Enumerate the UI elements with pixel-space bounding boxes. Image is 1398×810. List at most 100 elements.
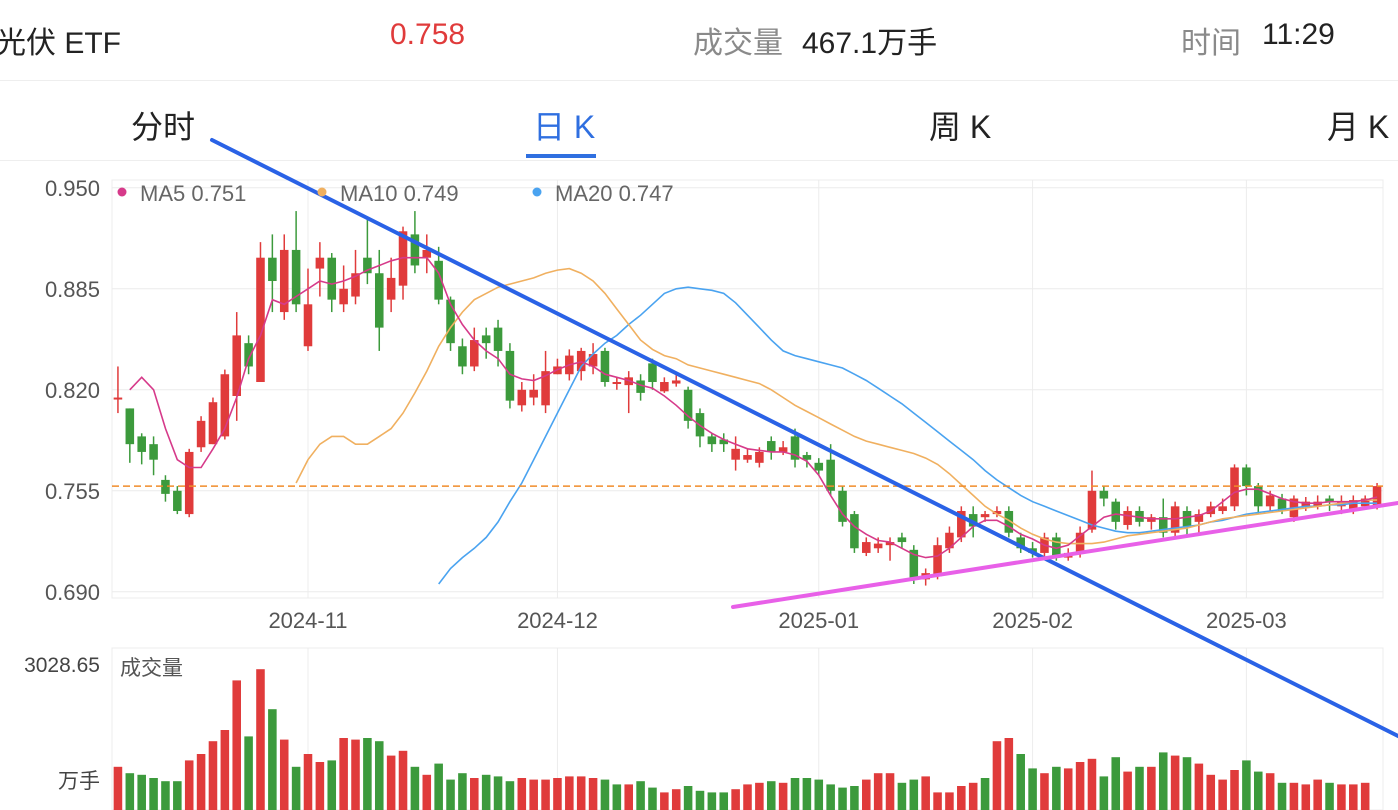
candle-body [648,363,657,383]
candle [161,475,170,502]
candle [196,416,206,452]
candle [529,374,538,406]
volume-bar [458,773,467,810]
candle [636,374,645,401]
volume-bar [291,766,301,810]
ma5-line [129,256,1378,559]
volume-bar [1301,784,1311,810]
candle-body [707,436,717,445]
candle [1004,506,1014,538]
volume-bar [1182,757,1192,810]
candle [125,408,135,463]
candle-body [113,397,123,400]
volume-bar [196,754,206,810]
candle [897,532,907,549]
volume-bar [707,792,717,810]
legend-marker-ma5 [117,187,127,197]
active-tab-indicator [526,154,596,158]
candle-body [327,257,337,300]
candle-body [885,542,895,546]
volume-bar [1289,782,1299,810]
volume-max-label: 3028.65 [24,654,100,677]
candle-body [1253,486,1263,507]
candle-body [1016,537,1025,549]
volume-bar [351,739,360,810]
candle-body [268,257,277,282]
candle-body [1099,490,1109,499]
candle-body [719,439,729,445]
volume-bar [232,680,242,810]
volume-bar [1063,768,1073,810]
volume-bar [1265,773,1275,810]
volume-bar [612,784,622,810]
candle [1099,486,1109,507]
volume-bar [695,790,705,810]
candle [850,510,859,553]
fund-name: 光伏 ETF [0,27,121,60]
candle-body [303,304,313,347]
ma10-line [295,267,1378,545]
candle [458,338,467,375]
volume-bar [529,779,538,810]
candle [743,448,752,463]
candle-body [422,249,432,258]
volume-bar [814,779,824,810]
candle [481,327,491,359]
volume-value: 467.1万手 [802,27,938,60]
candle [149,436,158,476]
tab-monthly-k[interactable]: 月 K [1327,109,1390,145]
legend-marker-ma20 [532,187,542,197]
volume-bar [1158,752,1168,810]
volume-bar [505,781,515,810]
volume-bar [1040,773,1049,810]
ma-legend: MA5 0.751 MA10 0.749 MA20 0.747 [117,181,674,206]
candle-body [184,451,194,515]
candle [933,537,942,580]
price-panel-frame [111,179,1384,599]
tab-weekly-k[interactable]: 周 K [929,109,992,145]
candle-body [945,532,954,549]
volume-bar [1194,763,1204,810]
candle-body [125,408,135,445]
candle-body [755,451,764,463]
candle-body [279,249,289,313]
candle [386,257,396,313]
candle [505,343,515,409]
legend-label-ma10: MA10 0.749 [340,181,459,206]
candle-body [1265,495,1275,507]
candle [671,374,681,387]
trendlines [210,138,1398,738]
candle [434,246,443,305]
candle-body [541,371,550,406]
candle [624,371,633,414]
candle [113,366,123,414]
volume-bar [303,754,313,810]
volume-bar [648,787,657,810]
candle [541,350,550,414]
volume-bar [1253,771,1263,810]
candle [137,433,146,465]
candle [208,397,218,445]
volume-title: 成交量 [120,657,183,680]
volume-bar [327,760,337,810]
candle-body [1242,467,1251,487]
volume-bar [184,760,194,810]
candle-body [1230,467,1239,507]
candle-body [363,257,372,274]
volume-bar [945,792,954,810]
volume-bar [1099,776,1109,810]
candle-body [600,350,610,383]
candle [885,537,895,561]
volume-bar [1028,768,1037,810]
tab-intraday[interactable]: 分时 [131,109,196,145]
candle [232,312,242,421]
candle [1242,464,1251,496]
candle [957,506,966,543]
volume-bar [1111,757,1121,810]
candle-body [291,249,301,305]
tab-daily-k[interactable]: 日 K [533,109,596,145]
volume-bar [1170,755,1180,810]
volume-unit-label: 万手 [58,770,100,793]
volume-bar [1349,784,1358,810]
